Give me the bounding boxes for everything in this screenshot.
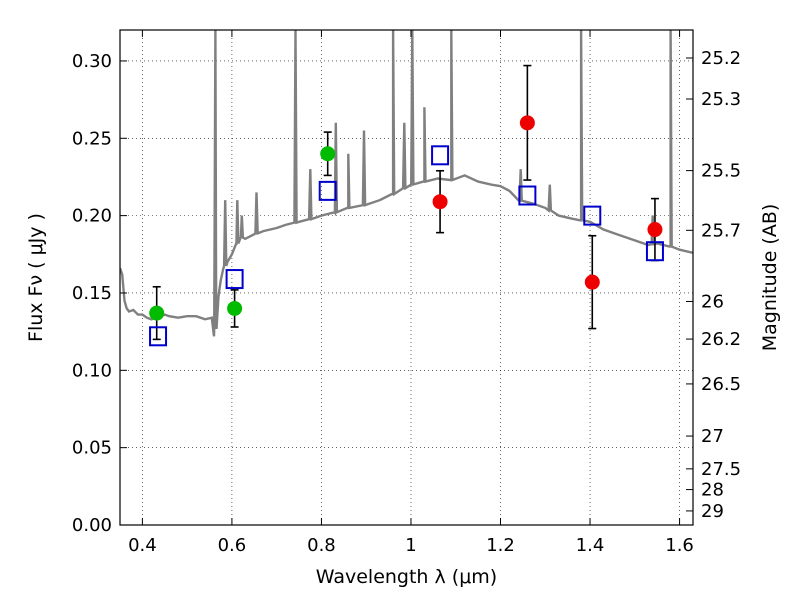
model-square bbox=[225, 269, 244, 290]
observed-point bbox=[227, 300, 243, 316]
magnitude-tick-label: 27 bbox=[701, 426, 724, 447]
magnitude-tick-label: 25.2 bbox=[701, 48, 741, 69]
y-tick-label: 0.10 bbox=[72, 360, 112, 381]
y-tick-label: 0.15 bbox=[72, 283, 112, 304]
magnitude-tick-label: 29 bbox=[701, 501, 724, 522]
magnitude-tick-label: 25.7 bbox=[701, 220, 741, 241]
observed-point bbox=[149, 305, 165, 321]
magnitude-tick-label: 26.5 bbox=[701, 374, 741, 395]
data-points bbox=[149, 64, 664, 347]
plot-frame bbox=[119, 29, 694, 526]
x-tick-label: 0.8 bbox=[307, 535, 336, 556]
x-axis-label: Wavelength λ (μm) bbox=[316, 566, 497, 588]
y-tick-label: 0.30 bbox=[72, 51, 112, 72]
y-tick-label: 0.20 bbox=[72, 206, 112, 227]
x-tick-label: 1.2 bbox=[486, 535, 515, 556]
model-square bbox=[583, 205, 602, 226]
model-square bbox=[149, 326, 168, 347]
magnitude-tick-label: 26 bbox=[701, 291, 724, 312]
magnitude-tick-label: 26.2 bbox=[701, 329, 741, 350]
y-axis-label-magnitude: Magnitude (AB) bbox=[759, 204, 781, 352]
x-tick-label: 1.6 bbox=[665, 535, 694, 556]
spectrum-line bbox=[120, 30, 693, 337]
y-tick-label: 0.25 bbox=[72, 128, 112, 149]
observed-point bbox=[584, 274, 600, 290]
axis-tick-labels: 0.4 0.6 0.8 1 1.2 1.4 1.6 0.00 0.05 0.10 0.15 0.20 0… bbox=[72, 48, 741, 556]
model-square bbox=[431, 145, 450, 166]
x-tick-label: 1.4 bbox=[576, 535, 605, 556]
magnitude-tick-label: 28 bbox=[701, 480, 724, 501]
x-tick-label: 0.6 bbox=[218, 535, 247, 556]
magnitude-tick-label: 25.3 bbox=[701, 89, 741, 110]
axis-ticks bbox=[120, 30, 693, 526]
x-tick-label: 1 bbox=[405, 535, 416, 556]
magnitude-tick-label: 25.5 bbox=[701, 161, 741, 182]
model-square bbox=[645, 241, 664, 262]
y-axis-label-flux: Flux Fν ( μJy ) bbox=[25, 213, 47, 342]
grid bbox=[120, 30, 693, 526]
observed-point bbox=[647, 222, 663, 238]
y-tick-label: 0.05 bbox=[72, 438, 112, 459]
model-square bbox=[518, 185, 537, 206]
magnitude-tick-label: 27.5 bbox=[701, 459, 741, 480]
observed-point bbox=[432, 194, 448, 210]
x-tick-label: 0.4 bbox=[128, 535, 157, 556]
observed-point bbox=[320, 146, 336, 162]
spectrum bbox=[120, 30, 693, 337]
observed-point bbox=[519, 115, 535, 131]
model-square bbox=[318, 180, 337, 201]
y-tick-label: 0.00 bbox=[72, 515, 112, 536]
